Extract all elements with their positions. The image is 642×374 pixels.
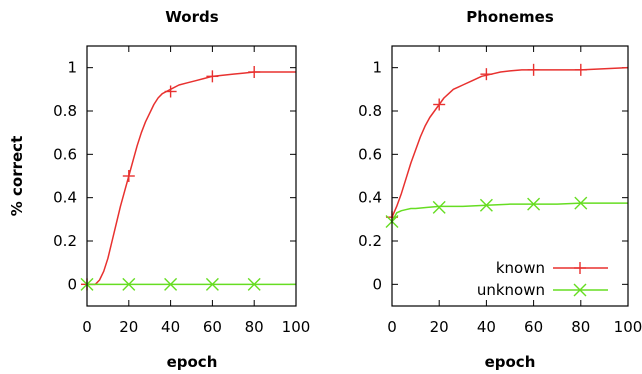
- phonemes-y-tick-label: 0.4: [358, 189, 382, 207]
- phonemes-series-1-marker-d2: [432, 200, 446, 214]
- phonemes-series-1-marker: [432, 200, 446, 214]
- y-axis-label: % correct: [8, 136, 26, 216]
- words-series-1-marker: [122, 277, 136, 291]
- words-series-1-marker-d2: [164, 277, 178, 291]
- words-ticks: 0 20 40 60 80 100 0 0.2 0.4 0.6 0.8 1: [53, 46, 310, 336]
- words-series-0-marker: [122, 170, 135, 182]
- phonemes-x-tick-label: 40: [477, 318, 496, 336]
- words-y-tick-label: 1: [67, 59, 77, 77]
- words-x-tick-label: 60: [203, 318, 222, 336]
- phonemes-y-tick-label: 1: [372, 59, 382, 77]
- words-x-axis-label: epoch: [167, 353, 218, 371]
- legend-label-known: known: [496, 259, 545, 277]
- legend-marker-unknown: [573, 283, 587, 297]
- phonemes-series-1-marker-d2: [479, 198, 493, 212]
- words-y-tick-label: 0: [67, 275, 77, 293]
- words-chart-title: Words: [165, 8, 218, 26]
- phonemes-series-0-marker: [433, 98, 446, 111]
- phonemes-series-0-marker: [574, 63, 587, 76]
- words-series-1-marker-d2: [122, 277, 136, 291]
- words-series-1-marker-d2: [247, 277, 261, 291]
- phonemes-series-1-line: [391, 202, 628, 222]
- phonemes-y-tick-label: 0.6: [358, 145, 382, 163]
- words-plot-frame: [86, 45, 297, 307]
- words-series-0-line: [87, 71, 296, 286]
- words-series-0-marker: [164, 85, 177, 98]
- phonemes-series-1-marker: [574, 196, 588, 210]
- phonemes-series-1-marker-d2: [527, 197, 541, 211]
- phonemes-y-tick-label: 0: [372, 275, 382, 293]
- words-x-tick-label: 40: [161, 318, 180, 336]
- phonemes-ticks: 0 20 40 60 80 100 0 0.2 0.4 0.6 0.8 1: [358, 46, 642, 336]
- legend-label-unknown: unknown: [477, 281, 545, 299]
- phonemes-chart-title: Phonemes: [466, 8, 554, 26]
- phonemes-x-axis-label: epoch: [485, 353, 536, 371]
- phonemes-series-0-marker: [527, 63, 540, 76]
- phonemes-series-1-marker: [479, 198, 493, 212]
- legend-unknown-marker: [573, 283, 587, 297]
- words-series-1-marker: [164, 277, 178, 291]
- phonemes-x-tick-label: 60: [524, 318, 543, 336]
- panel-words: Words % correct epoch 0 20 40 60 80 100 0 0.2 0.…: [8, 8, 310, 371]
- legend-marker-known: [574, 262, 586, 274]
- words-series-0-marker: [206, 70, 219, 83]
- words-plot-area: [80, 66, 296, 291]
- phonemes-series-0-line: [391, 66, 629, 218]
- legend-unknown-marker-d2: [573, 283, 587, 297]
- words-x-tick-label: 100: [282, 318, 311, 336]
- legend-known-marker: [574, 262, 586, 274]
- phonemes-x-tick-label: 80: [571, 318, 590, 336]
- phonemes-plot-frame: [391, 45, 629, 307]
- phonemes-x-tick-label: 20: [430, 318, 449, 336]
- words-series-1-marker: [247, 277, 261, 291]
- words-series-1-marker-d2: [205, 277, 219, 291]
- phonemes-y-tick-label: 0.2: [358, 232, 382, 250]
- phonemes-plot-area: [385, 63, 629, 228]
- words-x-tick-label: 80: [245, 318, 264, 336]
- words-y-tick-label: 0.4: [53, 189, 77, 207]
- words-x-tick-label: 0: [82, 318, 92, 336]
- words-y-tick-label: 0.8: [53, 102, 77, 120]
- words-series-1-marker: [205, 277, 219, 291]
- words-y-tick-label: 0.6: [53, 145, 77, 163]
- phonemes-x-tick-label: 100: [614, 318, 642, 336]
- phonemes-y-tick-label: 0.8: [358, 102, 382, 120]
- phonemes-series-1-marker-d2: [574, 196, 588, 210]
- legend: known unknown: [477, 259, 608, 299]
- words-series-0-marker: [248, 66, 261, 78]
- phonemes-series-0-marker: [480, 68, 493, 81]
- phonemes-series-1-marker: [527, 197, 541, 211]
- panel-phonemes: Phonemes epoch 0 20 40 60 80 100 0 0.2 0.4 0.6 0.8…: [358, 8, 642, 371]
- words-x-tick-label: 20: [119, 318, 138, 336]
- phonemes-x-tick-label: 0: [387, 318, 397, 336]
- words-y-tick-label: 0.2: [53, 232, 77, 250]
